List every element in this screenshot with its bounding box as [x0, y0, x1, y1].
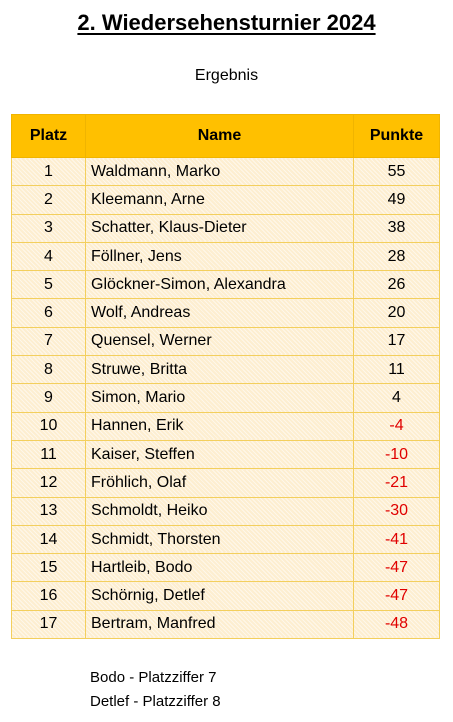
- table-row: 2 Kleemann, Arne 49: [11, 185, 440, 215]
- cell-name: Waldmann, Marko: [85, 156, 354, 187]
- cell-platz: 4: [11, 241, 86, 272]
- cell-platz: 5: [11, 270, 86, 300]
- cell-platz: 12: [11, 468, 86, 498]
- cell-platz: 14: [11, 524, 86, 555]
- table-row: 9 Simon, Mario 4: [11, 383, 440, 413]
- cell-punkte: -4: [353, 411, 440, 441]
- cell-punkte: -41: [353, 524, 440, 555]
- cell-punkte: 49: [353, 185, 440, 215]
- table-row: 4 Föllner, Jens 28: [11, 241, 440, 272]
- table-row: 1 Waldmann, Marko 55: [11, 156, 440, 187]
- table-row: 11 Kaiser, Steffen -10: [11, 439, 440, 470]
- table-row: 17 Bertram, Manfred -48: [11, 609, 440, 640]
- results-table: Platz Name Punkte 1 Waldmann, Marko 55 2 Kle…: [11, 114, 440, 640]
- cell-punkte: -48: [353, 609, 440, 640]
- cell-platz: 10: [11, 411, 86, 441]
- table-row: 12 Fröhlich, Olaf -21: [11, 468, 440, 498]
- table-row: 7 Quensel, Werner 17: [11, 326, 440, 357]
- cell-name: Hannen, Erik: [85, 411, 354, 441]
- cell-punkte: -30: [353, 496, 440, 526]
- cell-punkte: -10: [353, 439, 440, 470]
- cell-name: Kaiser, Steffen: [85, 439, 354, 470]
- notes: Bodo - Platzziffer 7 Detlef - Platzziffe…: [90, 666, 221, 714]
- cell-name: Schatter, Klaus-Dieter: [85, 213, 354, 243]
- table-row: 13 Schmoldt, Heiko -30: [11, 496, 440, 526]
- cell-name: Schmidt, Thorsten: [85, 524, 354, 555]
- column-header-punkte: Punkte: [353, 114, 440, 158]
- cell-name: Schmoldt, Heiko: [85, 496, 354, 526]
- page-title: 2. Wiedersehensturnier 2024: [77, 10, 376, 35]
- note-line: Bodo - Platzziffer 7: [90, 669, 217, 686]
- cell-punkte: 17: [353, 326, 440, 357]
- table-row: 6 Wolf, Andreas 20: [11, 298, 440, 328]
- cell-platz: 17: [11, 609, 86, 640]
- cell-name: Bertram, Manfred: [85, 609, 354, 640]
- cell-punkte: 4: [353, 383, 440, 413]
- header-row: Platz Name Punkte: [11, 114, 440, 158]
- cell-platz: 1: [11, 156, 86, 187]
- cell-platz: 2: [11, 185, 86, 215]
- cell-name: Kleemann, Arne: [85, 185, 354, 215]
- table-row: 8 Struwe, Britta 11: [11, 355, 440, 385]
- cell-punkte: 55: [353, 156, 440, 187]
- table-row: 14 Schmidt, Thorsten -41: [11, 524, 440, 555]
- table-row: 3 Schatter, Klaus-Dieter 38: [11, 213, 440, 243]
- cell-platz: 11: [11, 439, 86, 470]
- cell-platz: 7: [11, 326, 86, 357]
- cell-name: Fröhlich, Olaf: [85, 468, 354, 498]
- cell-name: Hartleib, Bodo: [85, 553, 354, 583]
- table-row: 16 Schörnig, Detlef -47: [11, 581, 440, 611]
- results-body: 1 Waldmann, Marko 55 2 Kleemann, Arne 49 3 Scha…: [11, 156, 440, 640]
- cell-punkte: 11: [353, 355, 440, 385]
- cell-punkte: 38: [353, 213, 440, 243]
- cell-punkte: -47: [353, 581, 440, 611]
- cell-punkte: 28: [353, 241, 440, 272]
- cell-name: Quensel, Werner: [85, 326, 354, 357]
- column-header-name: Name: [85, 114, 354, 158]
- cell-punkte: 20: [353, 298, 440, 328]
- cell-platz: 9: [11, 383, 86, 413]
- column-header-platz: Platz: [11, 114, 86, 158]
- cell-name: Föllner, Jens: [85, 241, 354, 272]
- table-row: 15 Hartleib, Bodo -47: [11, 553, 440, 583]
- cell-name: Wolf, Andreas: [85, 298, 354, 328]
- cell-punkte: -47: [353, 553, 440, 583]
- cell-platz: 3: [11, 213, 86, 243]
- cell-punkte: 26: [353, 270, 440, 300]
- cell-platz: 8: [11, 355, 86, 385]
- cell-name: Schörnig, Detlef: [85, 581, 354, 611]
- cell-name: Struwe, Britta: [85, 355, 354, 385]
- cell-platz: 6: [11, 298, 86, 328]
- note-line: Detlef - Platzziffer 8: [90, 693, 221, 710]
- cell-punkte: -21: [353, 468, 440, 498]
- page-subtitle: Ergebnis: [194, 67, 259, 84]
- cell-platz: 13: [11, 496, 86, 526]
- table-row: 10 Hannen, Erik -4: [11, 411, 440, 441]
- cell-platz: 15: [11, 553, 86, 583]
- cell-platz: 16: [11, 581, 86, 611]
- table-row: 5 Glöckner-Simon, Alexandra 26: [11, 270, 440, 300]
- cell-name: Glöckner-Simon, Alexandra: [85, 270, 354, 300]
- cell-name: Simon, Mario: [85, 383, 354, 413]
